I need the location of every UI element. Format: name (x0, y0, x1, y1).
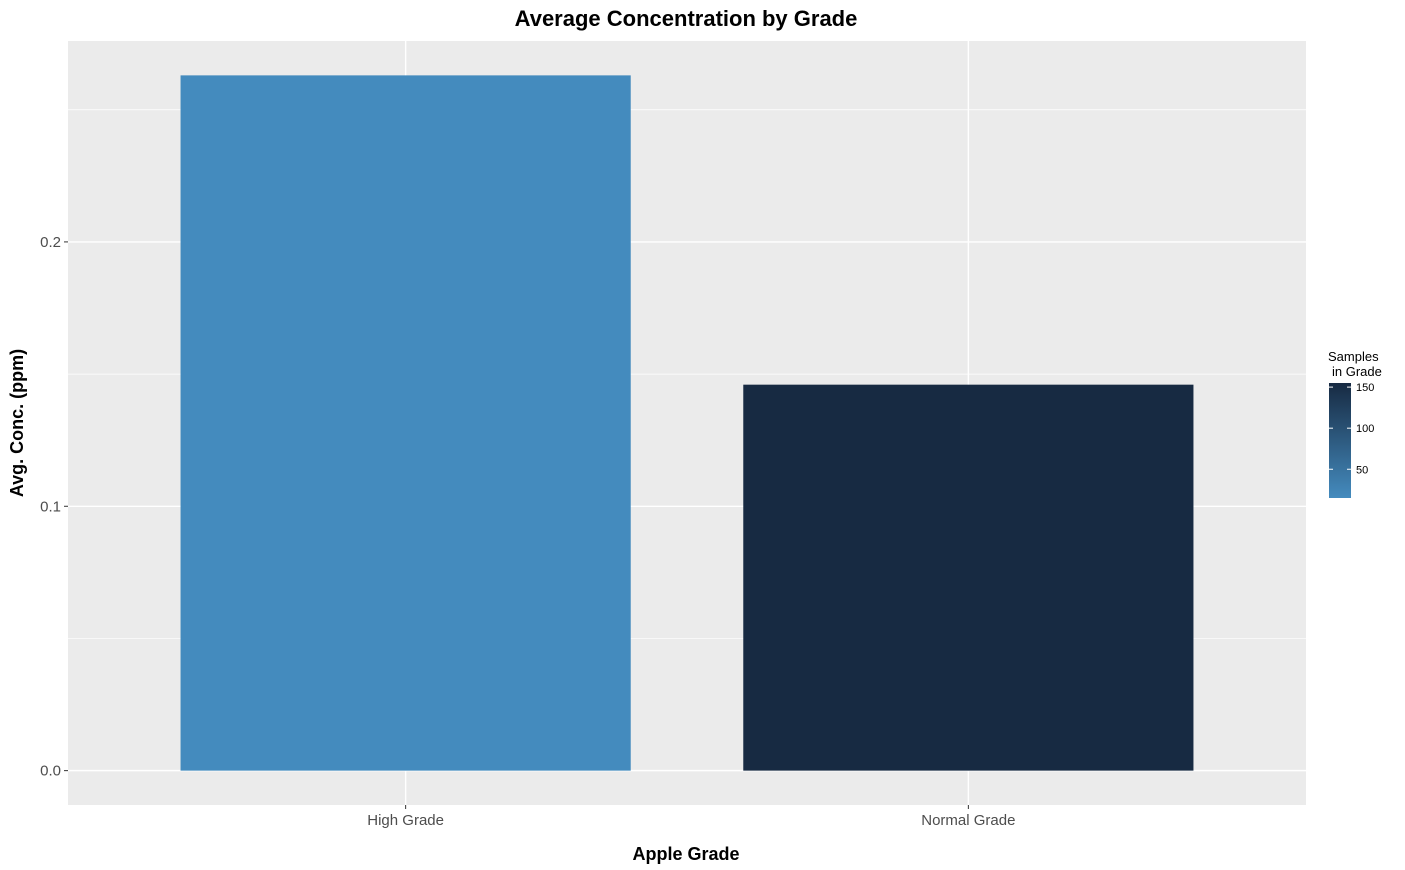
legend-tick-label: 100 (1356, 423, 1374, 435)
chart-title: Average Concentration by Grade (515, 6, 858, 31)
legend-colorbar (1329, 383, 1351, 498)
y-axis-title: Avg. Conc. (ppm) (7, 349, 27, 497)
bar-normal-grade (743, 384, 1194, 771)
legend-title-line1: Samples (1328, 349, 1379, 364)
legend-title-line2: in Grade (1332, 364, 1382, 379)
bar-high-grade (180, 75, 631, 771)
x-tick-label: High Grade (367, 812, 444, 829)
bars (180, 75, 1194, 771)
y-tick-label: 0.1 (40, 498, 61, 515)
axes: 0.0 0.1 0.2 High Grade Normal Grade (40, 234, 1015, 829)
legend-tick-label: 50 (1356, 464, 1368, 476)
x-axis-title: Apple Grade (632, 844, 739, 864)
y-tick-label: 0.0 (40, 763, 61, 780)
legend-ticks: 50 100 150 (1329, 382, 1374, 476)
legend-tick-label: 150 (1356, 382, 1374, 394)
x-tick-label: Normal Grade (921, 812, 1015, 829)
legend: Samples in Grade 50 100 150 (1328, 349, 1382, 498)
y-tick-label: 0.2 (40, 234, 61, 251)
